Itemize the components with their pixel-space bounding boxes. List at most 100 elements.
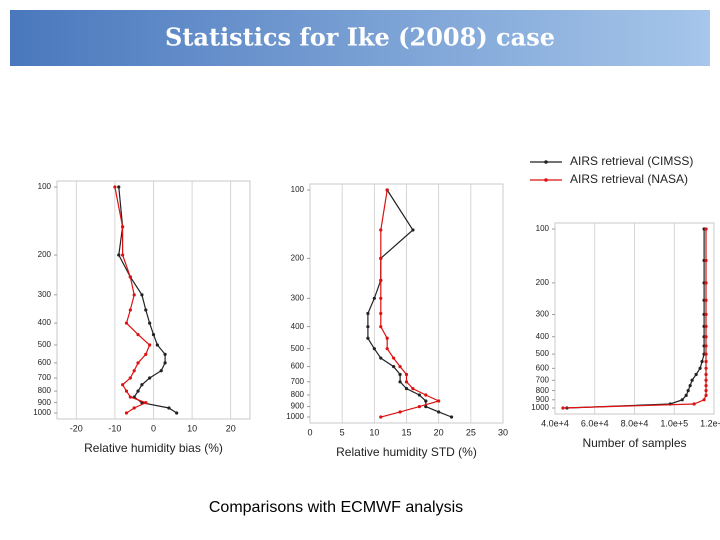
y-tick-label: 500: [291, 344, 305, 353]
y-tick-label: 800: [38, 386, 52, 395]
point: [372, 296, 376, 300]
x-tick-label: 0: [151, 423, 156, 433]
y-tick-label: 800: [291, 390, 305, 399]
point: [704, 258, 708, 263]
caption: Comparisons with ECMWF analysis: [209, 499, 463, 516]
y-tick-label: 300: [291, 293, 305, 302]
point: [392, 356, 396, 360]
x-tick-label: 5: [340, 427, 345, 437]
point: [366, 325, 370, 329]
y-tick-label: 700: [291, 377, 305, 386]
point: [690, 378, 694, 382]
point: [148, 343, 152, 347]
point: [392, 365, 396, 369]
point: [124, 321, 129, 325]
point: [121, 253, 125, 257]
point: [372, 347, 376, 351]
x-tick-label: 10: [369, 427, 379, 437]
point: [704, 324, 708, 328]
point: [385, 188, 389, 192]
point: [128, 376, 132, 380]
y-tick-label: 500: [536, 349, 550, 358]
point: [121, 225, 125, 229]
y-tick-label: 300: [38, 290, 52, 299]
point: [704, 281, 708, 285]
y-tick-label: 100: [38, 182, 52, 191]
point: [379, 256, 383, 260]
point: [398, 380, 402, 384]
x-tick-label: 0: [307, 427, 312, 437]
point: [117, 185, 121, 189]
point: [411, 228, 415, 232]
x-tick-label: 30: [498, 427, 508, 437]
x-tick-label: -20: [70, 423, 83, 433]
point: [437, 410, 441, 414]
point: [424, 393, 428, 397]
y-tick-label: 500: [38, 340, 52, 349]
y-tick-label: 900: [536, 395, 550, 404]
legend-label: AIRS retrieval (NASA): [570, 172, 688, 186]
point: [366, 311, 370, 316]
point: [404, 387, 409, 391]
point: [366, 336, 370, 340]
point: [704, 389, 708, 393]
point: [163, 352, 167, 356]
point: [151, 333, 156, 337]
point: [704, 359, 708, 364]
y-tick-label: 300: [536, 310, 550, 319]
point: [385, 347, 389, 351]
y-tick-label: 600: [536, 363, 550, 372]
point: [398, 372, 402, 377]
point: [379, 278, 383, 282]
x-tick-label: 20: [434, 427, 444, 437]
y-tick-label: 400: [536, 332, 550, 341]
x-tick-label: 1.2e+5: [700, 418, 720, 428]
x-tick-label: 8.0e+4: [621, 418, 649, 428]
point: [684, 393, 688, 397]
x-tick-label: 4.0e+4: [541, 418, 569, 428]
point: [132, 369, 136, 373]
point: [163, 361, 167, 365]
point: [704, 372, 708, 377]
point: [680, 398, 684, 402]
point: [159, 369, 163, 373]
point: [704, 335, 708, 339]
point: [128, 275, 132, 279]
point: [128, 308, 132, 312]
point: [379, 311, 383, 316]
y-tick-label: 1000: [531, 403, 549, 412]
x-axis-label: Relative humidity bias (%): [84, 441, 223, 455]
point: [113, 185, 117, 189]
y-tick-label: 400: [38, 318, 52, 327]
y-tick-label: 100: [536, 224, 550, 233]
point: [379, 325, 383, 329]
point: [121, 383, 125, 387]
y-tick-label: 100: [291, 185, 305, 194]
point: [124, 411, 129, 415]
legend-label: AIRS retrieval (CIMSS): [570, 154, 693, 168]
series-line: [118, 186, 178, 414]
point: [704, 366, 708, 370]
point: [398, 410, 402, 414]
y-tick-label: 200: [291, 253, 305, 262]
series-line: [114, 186, 151, 414]
point: [437, 399, 441, 403]
y-tick-label: 200: [38, 250, 52, 259]
y-tick-label: 900: [38, 398, 52, 407]
x-tick-label: 15: [401, 427, 411, 437]
point: [424, 405, 428, 409]
point: [136, 389, 140, 393]
x-tick-label: -10: [108, 423, 121, 433]
legend-marker: [544, 178, 548, 182]
point: [379, 296, 383, 300]
point: [140, 293, 144, 297]
point: [379, 228, 383, 232]
point: [379, 356, 383, 360]
x-tick-label: 20: [226, 423, 236, 433]
point: [700, 359, 704, 364]
point: [175, 411, 179, 415]
y-tick-label: 200: [536, 278, 550, 287]
x-tick-label: 6.0e+4: [581, 418, 609, 428]
slide-title: Statistics for Ike (2008) case: [165, 23, 555, 52]
